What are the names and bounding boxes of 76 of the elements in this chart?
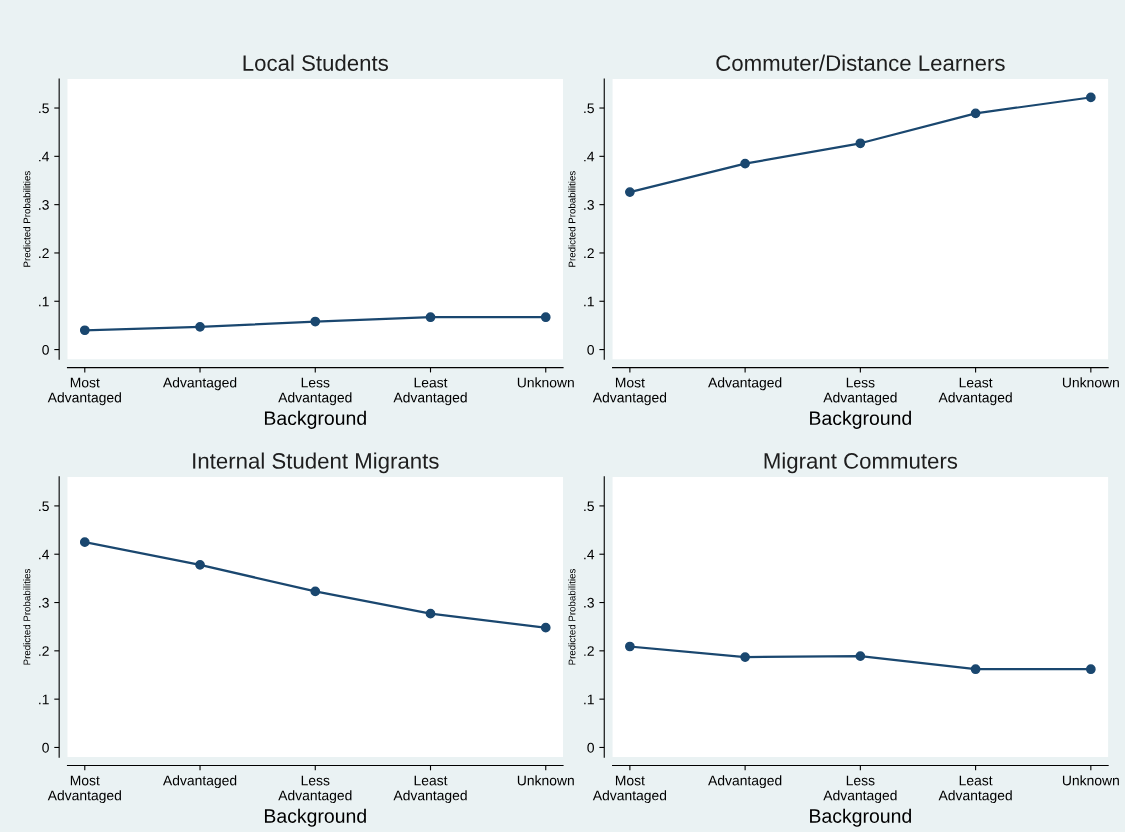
y-tick-label: .1 [584, 296, 594, 307]
y-tick-label: .4 [584, 549, 595, 560]
y-tick-label: .3 [39, 597, 49, 608]
y-tick-label: 0 [587, 344, 594, 355]
y-tick-label: .4 [39, 549, 50, 560]
x-tick-label: Less Advantaged [823, 377, 897, 406]
x-tick-label: Least Advantaged [393, 775, 467, 804]
x-axis-title: Background [264, 410, 366, 429]
x-tick-label: Advantaged [162, 775, 237, 789]
x-tick-label: Advantaged [708, 377, 782, 391]
y-tick-label: 0 [587, 742, 594, 753]
x-axis-title: Background [810, 808, 911, 827]
y-tick-label: .5 [39, 103, 49, 114]
point [625, 641, 635, 652]
y-tick-label: .4 [584, 151, 595, 162]
point [425, 608, 436, 619]
point [195, 322, 205, 332]
y-axis-title: Predicted Probabilities [23, 569, 31, 665]
y-tick-label: .2 [584, 646, 594, 656]
x-tick-label: Unknown [517, 377, 574, 388]
y-tick-label: .2 [39, 646, 49, 656]
point [1085, 92, 1096, 103]
point [310, 586, 321, 597]
point [740, 652, 750, 662]
point [540, 312, 551, 323]
y-axis-title: Predicted Probabilities [23, 171, 31, 267]
x-axis-title: Background [264, 808, 366, 827]
x-tick-label: Advantaged [708, 775, 782, 789]
x-tick-label: Most Advantaged [592, 775, 667, 804]
y-tick-label: .2 [584, 248, 594, 258]
point [79, 537, 90, 548]
x-tick-label: Unknown [517, 775, 574, 786]
y-tick-label: .3 [584, 199, 594, 210]
x-tick-label: Unknown [1062, 377, 1119, 388]
x-tick-label: Advantaged [162, 377, 237, 391]
y-axis-title: Predicted Probabilities [568, 171, 576, 267]
x-axis-title: Background [810, 410, 911, 429]
point [855, 138, 866, 149]
chart-title: Local Students [243, 54, 388, 71]
y-tick-label: 0 [42, 742, 49, 753]
x-tick-label: Most Advantaged [592, 377, 667, 406]
point [540, 622, 551, 633]
y-tick-label: .1 [39, 296, 49, 307]
point [970, 664, 981, 675]
chart-title: Migrant Commuters [764, 452, 958, 474]
point [970, 108, 981, 119]
y-tick-label: .5 [39, 501, 49, 512]
point [625, 187, 635, 197]
x-tick-label: Most Advantaged [47, 377, 121, 406]
point [425, 312, 436, 323]
point [740, 158, 750, 169]
y-axis-title: Predicted Probabilities [568, 569, 576, 665]
x-tick-label: Unknown [1062, 775, 1119, 786]
point [79, 325, 90, 336]
y-tick-label: .5 [584, 103, 594, 114]
y-tick-label: .3 [584, 597, 594, 608]
x-tick-label: Least Advantaged [393, 377, 467, 406]
y-tick-label: .1 [39, 694, 49, 705]
y-tick-label: .1 [584, 694, 594, 705]
point [195, 559, 205, 570]
y-tick-label: .5 [584, 501, 594, 512]
x-tick-label: Most Advantaged [47, 775, 121, 804]
x-tick-label: Least Advantaged [938, 775, 1012, 804]
x-tick-label: Less Advantaged [823, 775, 897, 804]
x-tick-label: Less Advantaged [278, 377, 352, 406]
point [1085, 664, 1096, 675]
y-tick-label: .3 [39, 199, 49, 210]
x-tick-label: Least Advantaged [938, 377, 1012, 406]
point [855, 651, 866, 662]
x-tick-label: Less Advantaged [278, 775, 352, 804]
y-tick-label: .2 [39, 248, 49, 258]
y-tick-label: .4 [39, 151, 50, 162]
point [310, 316, 321, 327]
chart-title: Commuter/Distance Learners [716, 54, 1005, 71]
y-tick-label: 0 [42, 344, 49, 355]
chart-title: Internal Student Migrants [193, 452, 439, 474]
